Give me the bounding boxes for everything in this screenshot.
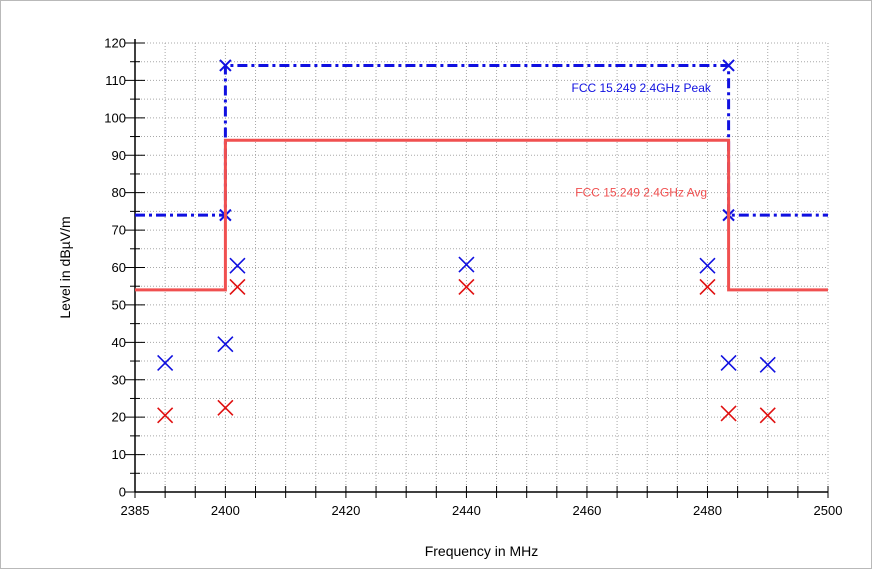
y-tick-label: 120	[104, 36, 126, 51]
y-tick-label: 90	[112, 148, 126, 163]
y-tick-label: 0	[119, 485, 126, 500]
avg-limit-line	[135, 138, 828, 292]
x-tick-label: 2420	[331, 503, 360, 518]
x-axis-title: Frequency in MHz	[425, 543, 539, 559]
y-tick-label: 60	[112, 260, 126, 275]
x-tick-label: 2500	[814, 503, 843, 518]
peak-point-marker	[157, 354, 174, 371]
avg-point-marker	[229, 278, 246, 296]
y-tick-label: 110	[105, 73, 126, 88]
peak-point-marker	[229, 257, 246, 274]
x-tick-label: 2460	[572, 503, 601, 518]
y-tick-label: 20	[112, 410, 126, 425]
peak-point-marker	[458, 256, 475, 273]
avg-point-marker	[157, 407, 174, 424]
y-tick-label: 10	[112, 447, 126, 462]
avg-point-marker	[759, 407, 776, 424]
peak-limit-line	[135, 64, 828, 217]
x-tick-label: 2480	[693, 503, 722, 518]
x-tick-label: 2400	[211, 503, 240, 518]
avg-point-marker	[217, 399, 234, 416]
y-tick-label: 50	[112, 297, 126, 312]
limit-corner-marker	[219, 59, 232, 72]
x-tick-label: 2440	[452, 503, 481, 518]
x-tick-label: 2385	[121, 503, 150, 518]
y-axis-title: Level in dBµV/m	[57, 216, 73, 318]
avg-point-marker	[720, 405, 737, 422]
y-tick-label: 70	[112, 223, 126, 238]
y-tick-label: 40	[112, 335, 126, 350]
avg-point-marker	[458, 278, 475, 296]
y-tick-label: 80	[112, 185, 126, 200]
avg-point-marker	[699, 278, 716, 296]
peak-point-marker	[720, 354, 737, 371]
peak-point-marker	[699, 257, 716, 274]
y-tick-label: 30	[112, 372, 126, 387]
peak-point-marker	[217, 336, 234, 353]
limit-corner-marker	[722, 59, 735, 72]
peak-limit-label: FCC 15.249 2.4GHz Peak	[571, 81, 711, 95]
axes: 0 10 20 30 40 50 60 70 80 90 100 110 120 2385 2400 2420…	[104, 36, 842, 519]
measurement-points	[157, 256, 776, 424]
avg-limit-label: FCC 15.249 2.4GHz Avg	[575, 186, 707, 200]
y-tick-label: 100	[104, 110, 126, 125]
peak-point-marker	[759, 356, 776, 373]
limit-lines: FCC 15.249 2.4GHz Peak FCC 15.249 2.4GHz …	[135, 59, 828, 292]
